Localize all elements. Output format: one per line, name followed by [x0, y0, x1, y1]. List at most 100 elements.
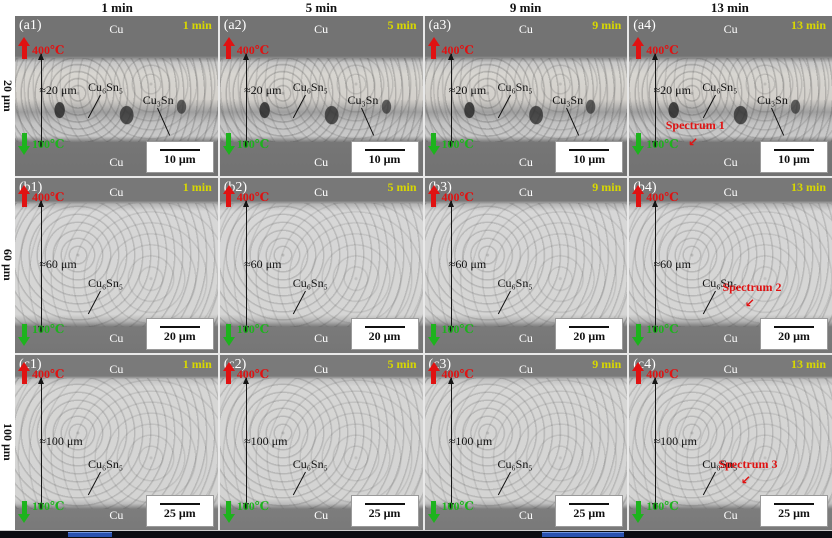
thickness-label: ≈20 μm	[448, 83, 487, 98]
cold-temperature-label: 100℃	[32, 499, 65, 514]
phase-text: Cu₆Sn₅	[87, 80, 124, 94]
down-left-arrow-icon: ↙	[688, 134, 699, 149]
cu-top-label: Cu	[518, 185, 533, 199]
leader-line	[88, 471, 102, 495]
cold-temperature-label: 100℃	[646, 499, 679, 514]
thickness-label: ≈60 μm	[448, 256, 487, 271]
taskbar-blue-segment[interactable]	[542, 532, 624, 537]
taskbar-blue-segment[interactable]	[68, 532, 112, 537]
cu-bottom-label: Cu	[518, 154, 533, 169]
cu-bottom-label: Cu	[109, 331, 124, 345]
phase-text: Cu₆Sn₅	[87, 276, 124, 290]
phase-label-cu3sn: Cu₃Sn	[347, 92, 379, 136]
thickness-label: ≈60 μm	[244, 256, 282, 271]
hot-temperature-label: 400℃	[646, 367, 679, 382]
micrograph-panel: (b1) 1 min Cu 400℃ ≈60 μm Cu₆Sn₅ ↙ 100℃ …	[15, 178, 218, 353]
cold-temperature-label: 100℃	[32, 322, 65, 337]
cu-top-label: Cu	[723, 185, 738, 199]
cu-top-label: Cu	[109, 362, 124, 376]
phase-label-cu6sn5: Cu₆Sn₅	[87, 80, 124, 119]
cu-bottom-label: Cu	[723, 331, 738, 345]
scale-bar-line	[569, 149, 610, 151]
phase-text: Cu₃Sn	[347, 92, 379, 107]
leader-line	[497, 471, 511, 495]
column-header-13min: 13 min	[710, 0, 749, 15]
phase-text: Cu₆Sn₅	[702, 456, 738, 471]
phase-text: Cu₆Sn₅	[497, 80, 533, 94]
up-arrow-icon	[222, 36, 235, 59]
time-stamp-label: 5 min	[387, 18, 417, 32]
up-arrow-icon	[222, 185, 235, 207]
micrograph-panel: (a1) 1 min Cu 400℃ ≈20 μm Cu₆Sn₅ Cu₃Sn ↙…	[15, 16, 218, 176]
thickness-label: ≈20 μm	[244, 83, 282, 98]
up-arrow-icon	[632, 185, 645, 207]
scale-bar-label: 25 μm	[368, 506, 401, 520]
leader-line	[88, 290, 102, 315]
cold-temperature-label: 100℃	[32, 137, 65, 151]
scale-bar-line	[364, 326, 405, 328]
leader-line	[497, 94, 511, 119]
time-stamp-label: 13 min	[790, 18, 826, 32]
micrograph-grid: (a1) 1 min Cu 400℃ ≈20 μm Cu₆Sn₅ Cu₃Sn ↙…	[15, 16, 832, 530]
thickness-measure-line	[652, 376, 659, 511]
phase-label-cu3sn: Cu₃Sn	[757, 93, 788, 136]
row-labels: 20 μm 60 μm 100 μm	[0, 16, 15, 530]
cu-top-label: Cu	[518, 22, 533, 37]
phase-label-cu6sn5: Cu₆Sn₅	[88, 457, 123, 495]
cu-bottom-label: Cu	[109, 508, 124, 522]
micrograph-panel: (c2) 5 min Cu 400℃ ≈100 μm Cu₆Sn₅ ↙ 100℃…	[219, 355, 423, 530]
thickness-measure-line	[38, 376, 44, 511]
phase-label-cu6sn5: Cu₆Sn₅	[497, 276, 533, 315]
cu-top-label: Cu	[723, 362, 738, 376]
up-arrow-icon	[632, 36, 645, 59]
up-arrow-icon	[18, 36, 30, 59]
cold-temperature-label: 100℃	[646, 137, 679, 151]
time-stamp-label: 13 min	[790, 180, 826, 194]
column-header-9min: 9 min	[509, 0, 542, 15]
scale-bar-label: 10 μm	[368, 152, 401, 166]
time-stamp-label: 1 min	[182, 357, 212, 371]
hot-temperature-label: 400℃	[646, 190, 679, 205]
hot-temperature-label: 400℃	[441, 367, 474, 382]
up-arrow-icon	[427, 185, 440, 207]
spectrum-text: Spectrum 3	[718, 456, 778, 471]
thickness-measure-line	[38, 199, 44, 334]
scale-bar-label: 10 μm	[573, 152, 606, 166]
panel-id-label: (a1)	[19, 18, 42, 33]
scale-bar-label: 20 μm	[163, 329, 196, 343]
thickness-measure-line	[447, 199, 454, 334]
scale-bar: 20 μm	[145, 318, 214, 350]
leader-line	[497, 290, 511, 315]
thickness-label: ≈100 μm	[448, 433, 493, 448]
scale-bar: 25 μm	[760, 495, 828, 527]
cu-bottom-label: Cu	[723, 508, 738, 522]
down-arrow-icon	[222, 324, 235, 346]
panel-id-label: (a3)	[428, 18, 452, 33]
column-headers: 1 min 5 min 9 min 13 min	[15, 0, 832, 16]
thickness-measure-line	[242, 376, 249, 511]
time-stamp-label: 1 min	[182, 18, 212, 32]
background-window-edge	[0, 530, 832, 538]
column-header-1min: 1 min	[101, 0, 133, 15]
spectrum-text: Spectrum 1	[665, 118, 725, 133]
time-stamp-label: 5 min	[387, 180, 417, 194]
cold-temperature-label: 100℃	[236, 499, 270, 514]
thickness-measure-line	[242, 199, 249, 334]
scale-bar: 10 μm	[145, 141, 214, 173]
down-arrow-icon	[632, 501, 645, 523]
scale-bar-label: 20 μm	[573, 329, 606, 343]
spectrum-text: Spectrum 2	[722, 279, 782, 294]
down-arrow-icon	[18, 324, 30, 346]
thickness-measure-line	[242, 53, 249, 149]
row-label-100um: 100 μm	[1, 422, 15, 461]
scale-bar: 20 μm	[760, 318, 828, 350]
phase-label-cu6sn5: Cu₆Sn₅	[702, 456, 738, 495]
up-arrow-icon	[222, 362, 235, 384]
cold-temperature-label: 100℃	[646, 322, 679, 337]
leader-line	[361, 107, 375, 136]
down-arrow-icon	[632, 324, 645, 346]
hot-temperature-label: 400℃	[236, 43, 270, 58]
scale-bar: 20 μm	[555, 318, 624, 350]
down-arrow-icon	[18, 501, 30, 523]
